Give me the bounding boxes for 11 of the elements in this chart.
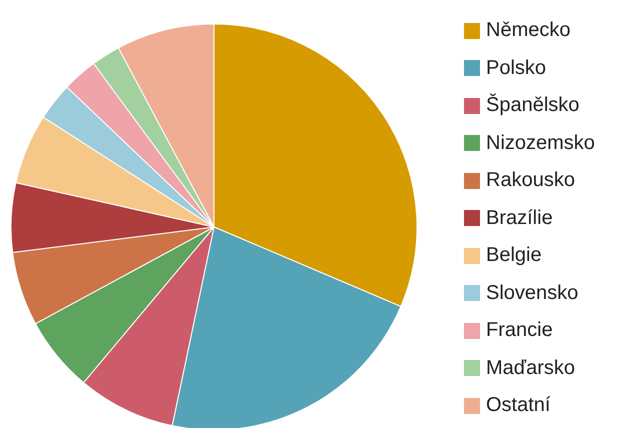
legend-label: Ostatní: [486, 394, 550, 417]
legend-label: Maďarsko: [486, 356, 575, 380]
legend-label: Nizozemsko: [486, 132, 595, 154]
legend-label: Polsko: [486, 56, 546, 80]
legend-label: Brazílie: [486, 206, 553, 230]
legend-label: Francie: [486, 319, 553, 342]
legend-label: Rakousko: [486, 169, 575, 192]
legend-label: Španělsko: [486, 94, 580, 117]
legend-label: Německo: [486, 19, 570, 42]
legend-label: Belgie: [486, 244, 542, 267]
legend-label: Slovensko: [486, 282, 578, 304]
